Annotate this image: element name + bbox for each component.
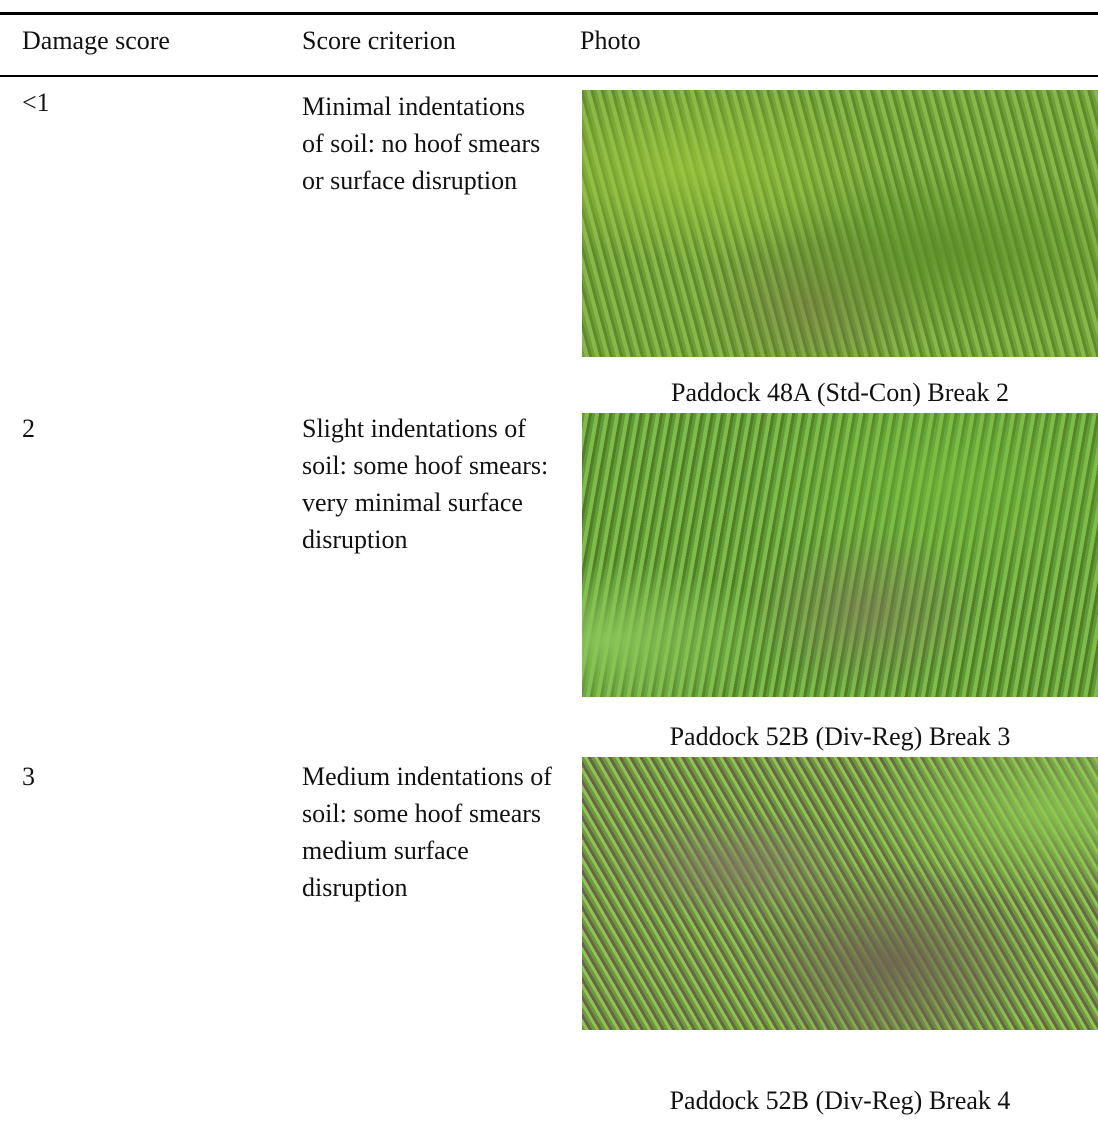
table-top-rule bbox=[0, 12, 1098, 15]
photo bbox=[582, 413, 1098, 697]
score-cell: 3 bbox=[22, 758, 35, 795]
photo bbox=[582, 90, 1098, 357]
header-rule bbox=[0, 75, 1098, 77]
header-cell: Photo bbox=[580, 22, 641, 59]
score-cell: 2 bbox=[22, 410, 35, 447]
photo-caption: Paddock 52B (Div-Reg) Break 3 bbox=[580, 718, 1098, 755]
document-page: Damage score Score criterion Photo <1 Mi… bbox=[0, 0, 1098, 1145]
criterion-cell: Slight indentations of soil: some hoof s… bbox=[302, 410, 552, 558]
criterion-cell: Medium indentations of soil: some hoof s… bbox=[302, 758, 552, 906]
photo bbox=[582, 757, 1098, 1030]
header-cell: Damage score bbox=[22, 22, 170, 59]
score-cell: <1 bbox=[22, 84, 50, 121]
photo-caption: Paddock 48A (Std-Con) Break 2 bbox=[580, 374, 1098, 411]
photo-caption: Paddock 52B (Div-Reg) Break 4 bbox=[580, 1082, 1098, 1119]
header-cell: Score criterion bbox=[302, 22, 456, 59]
criterion-cell: Minimal indentations of soil: no hoof sm… bbox=[302, 88, 552, 199]
